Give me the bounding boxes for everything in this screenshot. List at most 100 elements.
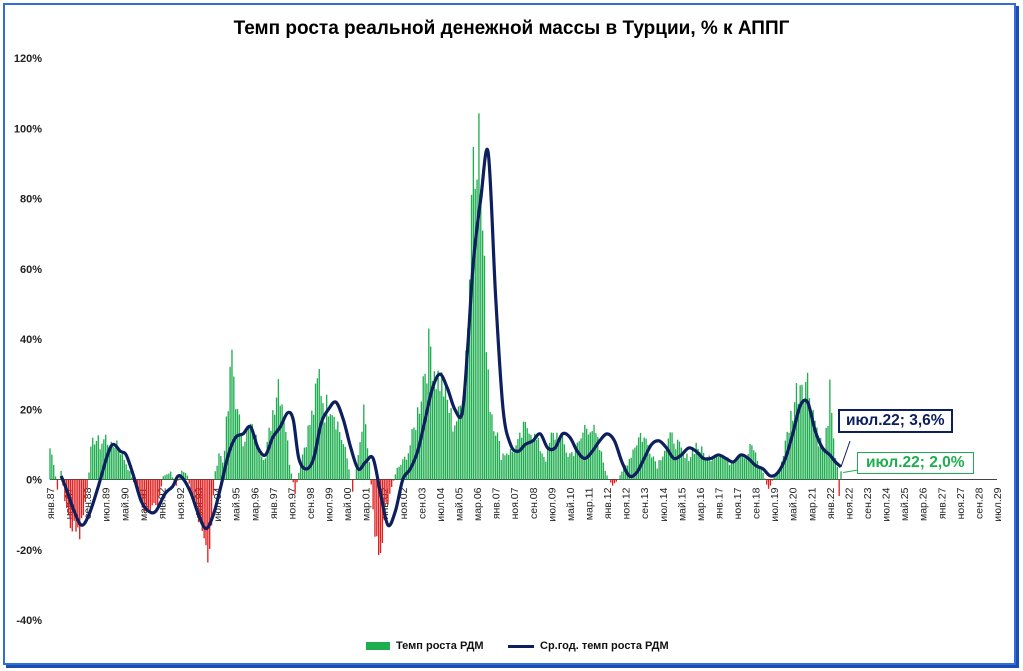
- bar-mark: [467, 328, 469, 480]
- bar-mark: [831, 412, 833, 480]
- x-tick-label: янв.22: [825, 487, 837, 519]
- bar-mark: [539, 451, 541, 480]
- bar-mark: [266, 441, 268, 480]
- bar-mark: [225, 416, 228, 480]
- bar-mark: [604, 470, 606, 480]
- bar-mark: [455, 421, 458, 480]
- bar-mark: [610, 479, 612, 483]
- bar-mark: [823, 449, 825, 480]
- bar-mark: [756, 460, 759, 480]
- bar-mark: [51, 454, 53, 480]
- bar-mark: [340, 439, 343, 480]
- bar-mark: [602, 462, 605, 480]
- bar-mark: [227, 411, 229, 480]
- bar-mark: [693, 454, 695, 480]
- bar-mark: [619, 475, 621, 480]
- bar-mark: [580, 438, 582, 480]
- bar-mark: [398, 466, 400, 480]
- bar-mark: [662, 456, 664, 480]
- bar-mark: [168, 473, 170, 480]
- bar-mark: [706, 457, 708, 480]
- bar-mark: [222, 462, 224, 480]
- bar-mark: [712, 457, 714, 480]
- bar-mark: [498, 440, 501, 480]
- bar-mark: [305, 447, 307, 480]
- bar-mark: [818, 446, 820, 480]
- y-tick-label: 0%: [26, 475, 42, 487]
- bar-mark: [650, 457, 653, 480]
- annotation-line-value: июл.22; 3,6%: [838, 409, 953, 433]
- bar-mark: [294, 479, 296, 495]
- y-tick-label: -20%: [16, 545, 42, 557]
- bar-mark: [348, 469, 350, 480]
- bar-mark: [448, 413, 450, 480]
- bar-mark: [511, 451, 514, 480]
- bar-mark: [767, 479, 770, 489]
- x-tick-label: май.05: [454, 487, 466, 521]
- bar-mark: [376, 479, 378, 537]
- bar-mark: [214, 471, 216, 480]
- bar-mark: [290, 473, 293, 480]
- bar-mark: [608, 479, 610, 480]
- bar-mark: [697, 448, 699, 480]
- bar-mark: [777, 472, 779, 480]
- bar-mark: [684, 458, 686, 480]
- bar-mark: [192, 479, 194, 500]
- bar-mark: [344, 446, 346, 480]
- x-tick-label: ноя.17: [732, 487, 744, 519]
- x-tick-label: ноя.27: [955, 487, 967, 519]
- bar-mark: [652, 456, 655, 480]
- bar-mark: [255, 434, 257, 480]
- bar-mark: [402, 459, 404, 480]
- bar-mark: [201, 479, 203, 531]
- bar-mark: [550, 432, 553, 480]
- bar-mark: [392, 479, 395, 481]
- bar-mark: [242, 446, 244, 480]
- bar-mark: [636, 445, 638, 480]
- bar-mark: [688, 461, 690, 480]
- bar-mark: [782, 455, 785, 480]
- bar-mark: [292, 479, 294, 483]
- x-tick-label: июл.99: [324, 487, 336, 521]
- bar-mark: [600, 451, 603, 480]
- bar-mark: [337, 421, 339, 480]
- bar-mark: [162, 476, 164, 480]
- bar-mark: [645, 438, 647, 480]
- bar-mark: [558, 443, 560, 480]
- bar-mark: [634, 447, 636, 480]
- bar-mark: [632, 449, 634, 480]
- bar-mark: [209, 479, 211, 549]
- bar-mark: [322, 403, 324, 480]
- bar-mark: [441, 372, 443, 480]
- bar-mark: [64, 479, 66, 502]
- bar-mark: [808, 398, 811, 480]
- x-tick-label: июл.24: [881, 487, 893, 521]
- bar-mark: [585, 428, 588, 480]
- bar-mark: [49, 448, 51, 480]
- bar-mark: [639, 432, 642, 480]
- legend-label-bars: Темп роста РДМ: [396, 640, 484, 652]
- bar-mark: [370, 479, 372, 485]
- bar-mark: [407, 453, 410, 480]
- bar-mark: [307, 425, 309, 480]
- x-tick-label: июл.29: [992, 487, 1004, 521]
- bar-mark: [99, 449, 101, 480]
- bar-mark: [403, 456, 406, 480]
- bar-mark: [125, 464, 127, 480]
- bar-mark: [244, 441, 246, 480]
- bar-mark: [760, 468, 762, 480]
- x-tick-label: янв.07: [491, 487, 503, 519]
- bar-mark: [810, 416, 812, 480]
- bar-mark: [183, 472, 185, 480]
- bar-mark: [559, 435, 562, 480]
- bar-mark: [333, 416, 335, 480]
- bar-mark: [736, 457, 738, 480]
- bar-mark: [571, 452, 573, 480]
- y-tick-label: 100%: [14, 123, 42, 135]
- bar-mark: [149, 479, 151, 512]
- bar-mark: [108, 449, 111, 480]
- bar-mark: [814, 420, 816, 480]
- bar-mark: [569, 453, 571, 480]
- bar-mark: [212, 479, 215, 496]
